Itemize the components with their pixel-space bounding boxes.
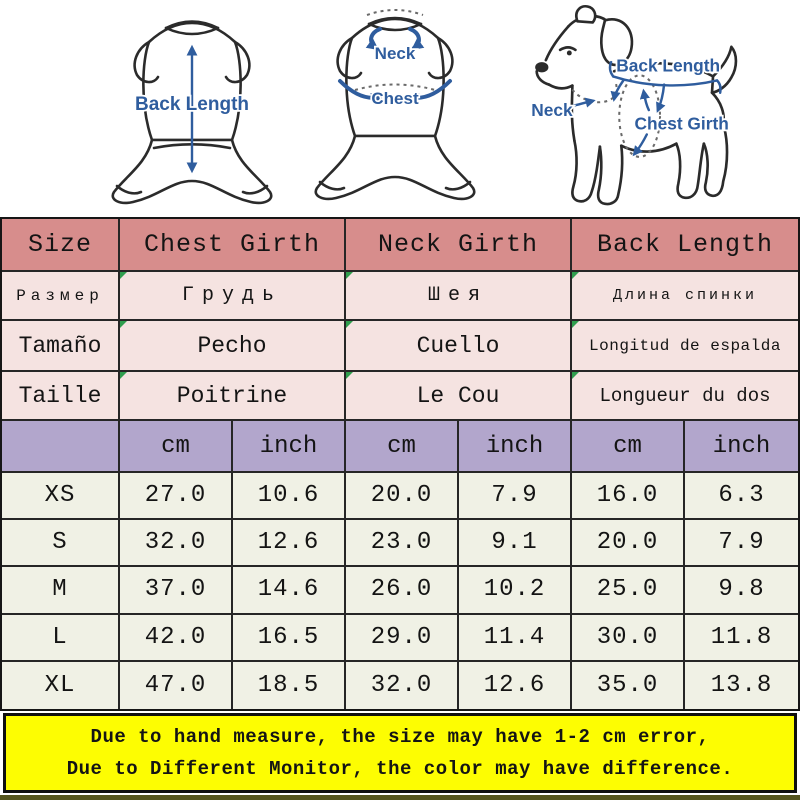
neck-label: Neck [375, 44, 416, 63]
value-cell: 16.5 [233, 614, 346, 662]
value-cell: 25.0 [572, 567, 685, 615]
unit-cell-back-cm: cm [572, 421, 685, 473]
excel-corner-mark [120, 372, 127, 379]
dog-diagram: Back Length Neck Chest Girth [530, 5, 738, 206]
lang-cell-russian-size: Размер [2, 272, 120, 321]
value-cell: 12.6 [233, 520, 346, 568]
dog-nose [535, 62, 549, 73]
size-cell: S [2, 520, 120, 568]
header-cell-back-length: Back Length [572, 219, 798, 272]
header-cell-size: Size [2, 219, 120, 272]
value-cell: 30.0 [572, 614, 685, 662]
value-cell: 13.8 [685, 661, 798, 709]
lang-cell-spanish-neck: Cuello [346, 321, 572, 372]
size-cell: XL [2, 661, 120, 709]
cell-text: Poitrine [176, 382, 288, 409]
excel-corner-mark [572, 321, 579, 328]
value-cell: 32.0 [346, 661, 459, 709]
lang-cell-spanish-size: Tamaño [2, 321, 120, 372]
dog-annotations [568, 60, 722, 157]
value-cell: 10.2 [459, 567, 572, 615]
lang-cell-french-size: Taille [2, 372, 120, 421]
cell-text: Шея [427, 284, 488, 307]
unit-cell-back-inch: inch [685, 421, 798, 473]
excel-corner-mark [120, 272, 127, 279]
value-cell: 11.4 [459, 614, 572, 662]
cell-text: Грудь [181, 284, 282, 307]
unit-cell-neck-inch: inch [459, 421, 572, 473]
size-cell: XS [2, 473, 120, 521]
value-cell: 35.0 [572, 661, 685, 709]
excel-corner-mark [346, 321, 353, 328]
value-cell: 9.1 [459, 520, 572, 568]
value-cell: 18.5 [233, 661, 346, 709]
lang-cell-spanish-chest: Pecho [120, 321, 346, 372]
excel-corner-mark [346, 372, 353, 379]
excel-corner-mark [572, 272, 579, 279]
excel-corner-mark [572, 372, 579, 379]
back-length-label: Back Length [135, 94, 249, 115]
value-cell: 6.3 [685, 473, 798, 521]
lang-cell-spanish-back: Longitud de espalda [572, 321, 798, 372]
size-cell: L [2, 614, 120, 662]
value-cell: 14.6 [233, 567, 346, 615]
value-cell: 20.0 [572, 520, 685, 568]
cell-text: Longitud de espalda [589, 336, 781, 355]
dog-neck-label: Neck [531, 100, 573, 120]
unit-cell-blank [2, 421, 120, 473]
cell-text: Cuello [416, 332, 500, 359]
value-cell: 16.0 [572, 473, 685, 521]
dog-back-length-label: Back Length [616, 55, 720, 75]
value-cell: 12.6 [459, 661, 572, 709]
chest-label: Chest [371, 89, 419, 108]
cell-text: Длина спинки [612, 287, 758, 304]
disclaimer-note: Due to hand measure, the size may have 1… [3, 713, 797, 793]
value-cell: 32.0 [120, 520, 233, 568]
cell-text: Longueur du dos [599, 384, 771, 407]
excel-corner-mark [120, 321, 127, 328]
value-cell: 27.0 [120, 473, 233, 521]
value-cell: 42.0 [120, 614, 233, 662]
lang-cell-russian-back: Длина спинки [572, 272, 798, 321]
value-cell: 20.0 [346, 473, 459, 521]
dog-chest-girth-label: Chest Girth [635, 113, 729, 133]
value-cell: 29.0 [346, 614, 459, 662]
disclaimer-line-2: Due to Different Monitor, the color may … [66, 758, 734, 780]
bottom-edge-strip [0, 795, 800, 800]
unit-cell-neck-cm: cm [346, 421, 459, 473]
lang-cell-french-neck: Le Cou [346, 372, 572, 421]
value-cell: 9.8 [685, 567, 798, 615]
lang-cell-russian-neck: Шея [346, 272, 572, 321]
value-cell: 37.0 [120, 567, 233, 615]
neck-arrows [365, 27, 425, 51]
value-cell: 11.8 [685, 614, 798, 662]
dog-eye [566, 50, 572, 56]
dog-outline [535, 5, 738, 206]
cell-text: Le Cou [416, 382, 500, 409]
chest-arrows [338, 79, 452, 105]
garment-front-diagram: Neck Chest [314, 9, 476, 201]
value-cell: 7.9 [459, 473, 572, 521]
disclaimer-line-1: Due to hand measure, the size may have 1… [90, 726, 710, 748]
lang-cell-french-chest: Poitrine [120, 372, 346, 421]
excel-corner-mark [346, 272, 353, 279]
header-cell-chest-girth: Chest Girth [120, 219, 346, 272]
value-cell: 23.0 [346, 520, 459, 568]
value-cell: 26.0 [346, 567, 459, 615]
measurement-diagrams: Back Length Neck Ches [0, 0, 800, 217]
garment-back-diagram: Back Length [111, 20, 273, 205]
cell-text: Pecho [197, 332, 267, 359]
size-chart-table: Size Chest Girth Neck Girth Back Length … [0, 217, 800, 711]
value-cell: 10.6 [233, 473, 346, 521]
lang-cell-french-back: Longueur du dos [572, 372, 798, 421]
size-cell: M [2, 567, 120, 615]
value-cell: 47.0 [120, 661, 233, 709]
unit-cell-chest-inch: inch [233, 421, 346, 473]
unit-cell-chest-cm: cm [120, 421, 233, 473]
lang-cell-russian-chest: Грудь [120, 272, 346, 321]
header-cell-neck-girth: Neck Girth [346, 219, 572, 272]
value-cell: 7.9 [685, 520, 798, 568]
